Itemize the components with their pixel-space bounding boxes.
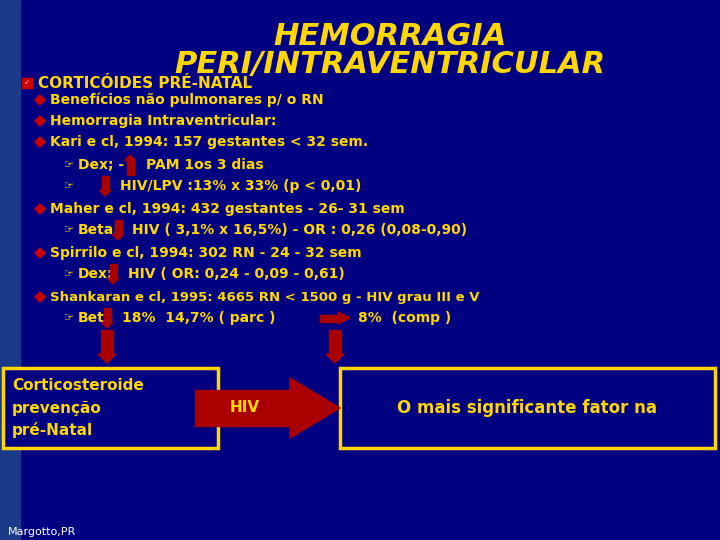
Polygon shape [326,354,344,363]
Polygon shape [112,234,124,240]
Text: ☞: ☞ [64,269,74,279]
Bar [102,176,109,191]
Polygon shape [99,191,110,196]
Text: PAM 1os 3 dias: PAM 1os 3 dias [146,158,264,172]
Text: ☞: ☞ [64,313,74,323]
Polygon shape [290,378,340,438]
Text: ✓: ✓ [24,80,30,86]
Polygon shape [98,354,116,363]
Polygon shape [125,155,135,160]
Text: ☞: ☞ [64,181,74,191]
Text: CORTICÓIDES PRÉ-NATAL: CORTICÓIDES PRÉ-NATAL [38,76,252,91]
Bar [0,0,20,540]
Text: prevenção: prevenção [12,401,102,415]
Text: Dex; -: Dex; - [78,158,124,172]
Text: ☞: ☞ [64,225,74,235]
Polygon shape [35,95,45,105]
Polygon shape [107,279,119,284]
Polygon shape [35,292,45,302]
Polygon shape [35,204,45,214]
Text: pré-Natal: pré-Natal [12,422,93,438]
FancyBboxPatch shape [3,368,218,448]
Bar [109,264,117,279]
Polygon shape [35,137,45,147]
Text: Shankaran e cl, 1995: 4665 RN < 1500 g - HIV grau III e V: Shankaran e cl, 1995: 4665 RN < 1500 g -… [50,291,480,303]
Text: Benefícios não pulmonares p/ o RN: Benefícios não pulmonares p/ o RN [50,93,323,107]
Bar [127,160,133,175]
Text: O mais significante fator na: O mais significante fator na [397,399,657,417]
Text: Dex:: Dex: [78,267,114,281]
Text: Hemorragia Intraventricular:: Hemorragia Intraventricular: [50,114,276,128]
Text: HEMORRAGIA: HEMORRAGIA [274,22,507,51]
Text: Margotto,PR: Margotto,PR [8,527,76,537]
Text: Beta:: Beta: [78,223,120,237]
Polygon shape [35,116,45,126]
Polygon shape [338,312,350,324]
Text: HIV ( OR: 0,24 - 0,09 - 0,61): HIV ( OR: 0,24 - 0,09 - 0,61) [128,267,345,281]
Text: Kari e cl, 1994: 157 gestantes < 32 sem.: Kari e cl, 1994: 157 gestantes < 32 sem. [50,135,368,149]
Bar [329,330,341,354]
Text: PERI/INTRAVENTRICULAR: PERI/INTRAVENTRICULAR [174,50,606,79]
FancyBboxPatch shape [22,78,32,88]
Bar [114,220,122,234]
Text: 8%  (comp ): 8% (comp ) [358,311,451,325]
Text: 18%  14,7% ( parc ): 18% 14,7% ( parc ) [122,311,276,325]
Bar [104,308,110,322]
Text: HIV: HIV [230,401,260,415]
Polygon shape [35,248,45,258]
Polygon shape [102,322,112,328]
Bar [101,330,113,354]
Text: HIV/LPV :13% x 33% (p < 0,01): HIV/LPV :13% x 33% (p < 0,01) [120,179,361,193]
Text: Beta: Beta [78,311,114,325]
Bar [195,390,290,426]
Text: HIV ( 3,1% x 16,5%) - OR : 0,26 (0,08-0,90): HIV ( 3,1% x 16,5%) - OR : 0,26 (0,08-0,… [132,223,467,237]
Text: Corticosteroide: Corticosteroide [12,379,144,394]
FancyBboxPatch shape [340,368,715,448]
Text: Spirrilo e cl, 1994: 302 RN - 24 - 32 sem: Spirrilo e cl, 1994: 302 RN - 24 - 32 se… [50,246,361,260]
Text: Maher e cl, 1994: 432 gestantes - 26- 31 sem: Maher e cl, 1994: 432 gestantes - 26- 31… [50,202,405,216]
Text: ☞: ☞ [64,160,74,170]
Bar [320,314,338,321]
